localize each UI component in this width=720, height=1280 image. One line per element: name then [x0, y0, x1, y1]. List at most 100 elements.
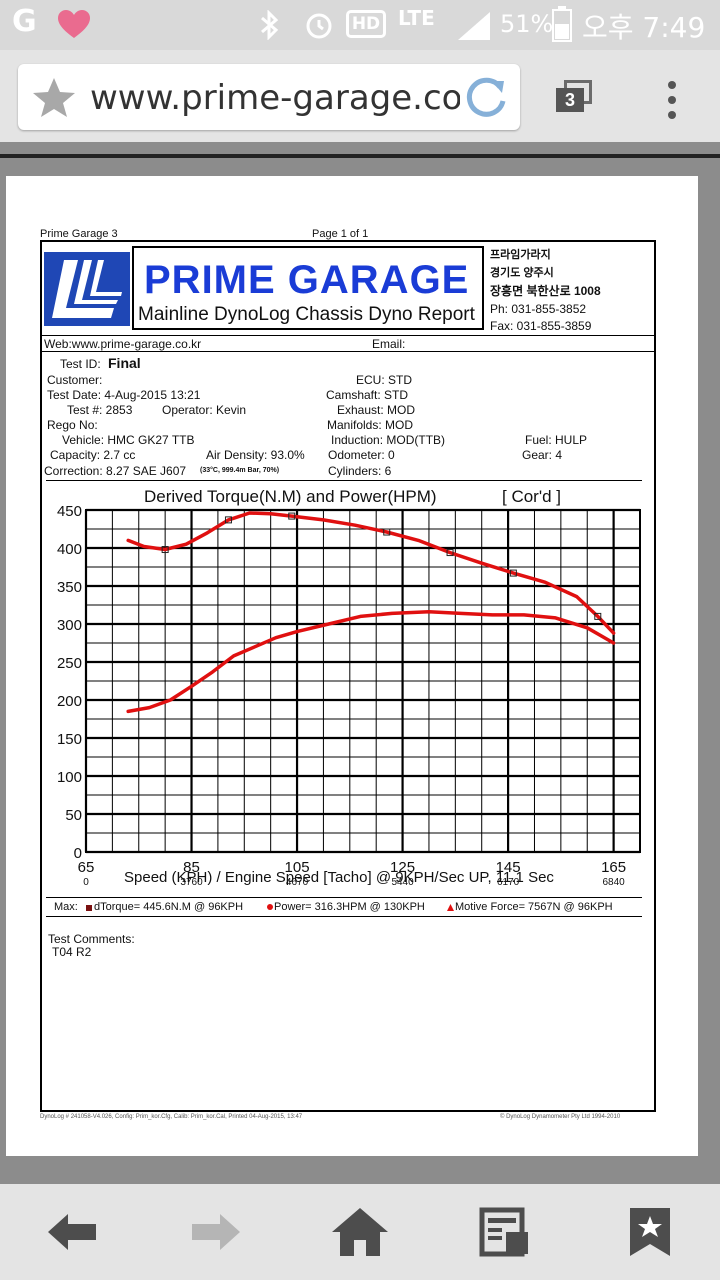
x-tick-label: 125: [390, 859, 415, 876]
chart-title: Derived Torque(N.M) and Power(HPM): [144, 487, 437, 506]
comments-value: T04 R2: [52, 945, 92, 959]
address-line: 프라임가라지: [490, 249, 551, 261]
x-tick-label: 145: [496, 859, 521, 876]
dynolog-logo-icon: [44, 252, 130, 326]
torque-data-marker: [224, 516, 232, 524]
overflow-menu-icon[interactable]: [664, 80, 680, 120]
reading-mode-icon[interactable]: [476, 1206, 536, 1258]
field-gear: Gear: 4: [522, 448, 563, 462]
field-exhaust: Exhaust: MOD: [337, 403, 416, 417]
x-axis-label: Speed (KPH) / Engine Speed [Tacho] @ 9KP…: [124, 869, 554, 886]
divider: [40, 351, 656, 352]
url-text[interactable]: www.prime-garage.co: [90, 78, 460, 118]
field-operator: Operator: Kevin: [162, 403, 247, 417]
rpm-tick-label: 4670: [286, 877, 309, 888]
dyno-chart: Derived Torque(N.M) and Power(HPM) [ Cor…: [57, 487, 641, 888]
browser-bottom-bar: [0, 1184, 720, 1280]
clock: 오후 7:49: [582, 11, 706, 44]
y-tick-label: 350: [57, 579, 82, 596]
field-customer: Customer:: [47, 373, 103, 387]
rpm-tick-label: 0: [83, 877, 89, 888]
battery-percent: 51%: [500, 10, 554, 38]
bookmarks-icon[interactable]: [620, 1206, 680, 1258]
website: Web:www.prime-garage.co.kr: [44, 337, 202, 351]
divider: [46, 897, 642, 898]
max-label: Max:: [54, 901, 78, 913]
torque-data-marker: [446, 549, 454, 557]
bluetooth-icon: [261, 10, 279, 40]
back-arrow-icon[interactable]: [44, 1206, 104, 1258]
max-motive-force: Motive Force= 7567N @ 96KPH: [455, 901, 613, 913]
x-tick-label: 105: [285, 859, 310, 876]
page-divider: [0, 154, 720, 158]
address-block: 프라임가라지 경기도 양주시 장흥면 북한산로 1008 Ph: 031-855…: [490, 246, 601, 333]
field-test-number: Test #: 2853: [67, 403, 133, 417]
field-ecu: ECU: STD: [356, 373, 413, 387]
y-tick-label: 400: [57, 541, 82, 558]
field-fuel: Fuel: HULP: [525, 433, 588, 447]
home-icon[interactable]: [330, 1206, 390, 1258]
field-camshaft: Camshaft: STD: [326, 388, 409, 402]
field-correction-detail: (33°C, 999.4m Bar, 70%): [200, 467, 280, 474]
y-tick-label: 150: [57, 731, 82, 748]
bookmark-star-icon[interactable]: [32, 76, 76, 118]
y-tick-label: 450: [57, 503, 82, 520]
field-vehicle: Vehicle: HMC GK27 TTB: [62, 433, 195, 447]
browser-toolbar: www.prime-garage.co 3: [0, 50, 720, 142]
field-correction: Correction: 8.27 SAE J607: [44, 464, 187, 478]
brand-subtitle: Mainline DynoLog Chassis Dyno Report: [138, 304, 475, 325]
web-page-viewport[interactable]: Prime Garage 3 Page 1 of 1 PRIME GARAGE …: [0, 142, 720, 1184]
series-line-dtorque: [126, 511, 616, 635]
brand-box: PRIME GARAGE Mainline DynoLog Chassis Dy…: [132, 246, 484, 330]
phone-number: Ph: 031-855-3852: [490, 302, 587, 316]
chart-title-suffix: [ Cor'd ]: [502, 487, 561, 506]
field-capacity: Capacity: 2.7 cc: [50, 448, 136, 462]
hd-voice-icon: HD: [346, 10, 386, 38]
y-tick-label: 200: [57, 693, 82, 710]
report-page-number: Page 1 of 1: [312, 228, 369, 240]
report-frame: [40, 240, 656, 1112]
brand-title: PRIME GARAGE: [144, 258, 470, 302]
torque-data-marker: [383, 528, 391, 536]
torque-marker-icon: [86, 905, 92, 911]
forward-arrow-icon[interactable]: [184, 1206, 244, 1258]
power-marker-icon: [267, 904, 273, 910]
y-tick-label: 250: [57, 655, 82, 672]
field-manifolds: Manifolds: MOD: [327, 418, 414, 432]
alarm-icon: [306, 13, 332, 39]
rpm-tick-label: 5440: [391, 877, 414, 888]
field-test-date: Test Date: 4-Aug-2015 13:21: [47, 388, 201, 402]
motive-force-marker-icon: [447, 904, 454, 911]
tab-switcher-button[interactable]: 3: [556, 80, 592, 112]
test-id-value: Final: [108, 355, 141, 371]
address-bar[interactable]: www.prime-garage.co: [18, 64, 520, 130]
max-torque: dTorque= 445.6N.M @ 96KPH: [94, 901, 244, 913]
footer-right: © DynoLog Dynamometer Pty Ltd 1994-2010: [500, 1114, 621, 1120]
rpm-tick-label: 3760: [180, 877, 203, 888]
tab-count: 3: [556, 88, 584, 112]
rpm-tick-label: 6170: [497, 877, 520, 888]
field-cylinders: Cylinders: 6: [328, 464, 392, 478]
status-bar: G HD LTE 51% 오후 7:49: [0, 0, 720, 50]
divider: [40, 335, 656, 336]
battery-icon: [552, 6, 572, 42]
field-rego-no: Rego No:: [47, 418, 98, 432]
x-tick-label: 85: [183, 859, 200, 876]
torque-data-marker: [594, 612, 602, 620]
footer-left: DynoLog # 241058-V4.026, Config: Prim_ko…: [40, 1114, 303, 1120]
torque-data-marker: [161, 546, 169, 554]
fax-number: Fax: 031-855-3859: [490, 319, 592, 333]
series-line-power: [126, 610, 616, 714]
field-odometer: Odometer: 0: [328, 448, 395, 462]
y-tick-label: 100: [57, 769, 82, 786]
torque-data-marker: [509, 569, 517, 577]
max-power: Power= 316.3HPM @ 130KPH: [274, 901, 425, 913]
divider: [46, 480, 642, 481]
notification-g-icon: G: [12, 4, 37, 39]
y-tick-label: 50: [65, 807, 82, 824]
email-label: Email:: [372, 337, 406, 351]
field-induction: Induction: MOD(TTB): [331, 433, 446, 447]
x-tick-label: 165: [601, 859, 626, 876]
y-tick-label: 300: [57, 617, 82, 634]
reload-icon[interactable]: [462, 75, 508, 121]
